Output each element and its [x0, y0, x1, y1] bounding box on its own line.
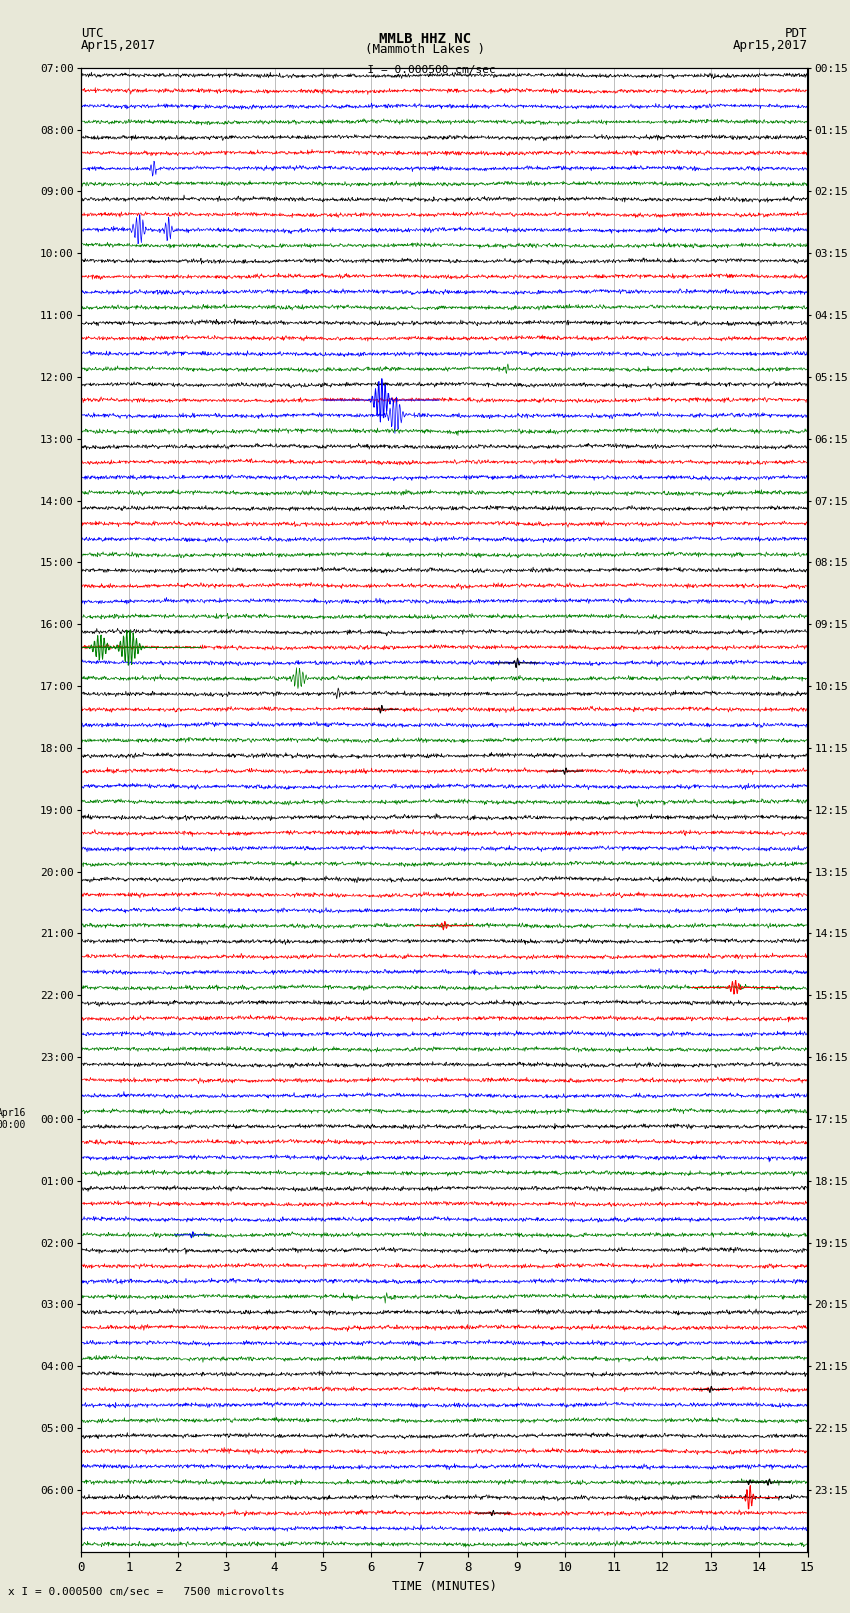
- Text: MMLB HHZ NC: MMLB HHZ NC: [379, 32, 471, 45]
- Text: Apr15,2017: Apr15,2017: [81, 39, 156, 52]
- Text: x I = 0.000500 cm/sec =   7500 microvolts: x I = 0.000500 cm/sec = 7500 microvolts: [8, 1587, 286, 1597]
- Text: (Mammoth Lakes ): (Mammoth Lakes ): [365, 44, 485, 56]
- X-axis label: TIME (MINUTES): TIME (MINUTES): [392, 1581, 496, 1594]
- Text: UTC: UTC: [81, 27, 103, 40]
- Text: PDT: PDT: [785, 27, 808, 40]
- Text: Apr16
00:00: Apr16 00:00: [0, 1108, 26, 1129]
- Text: Apr15,2017: Apr15,2017: [733, 39, 808, 52]
- Text: I = 0.000500 cm/sec: I = 0.000500 cm/sec: [354, 65, 496, 74]
